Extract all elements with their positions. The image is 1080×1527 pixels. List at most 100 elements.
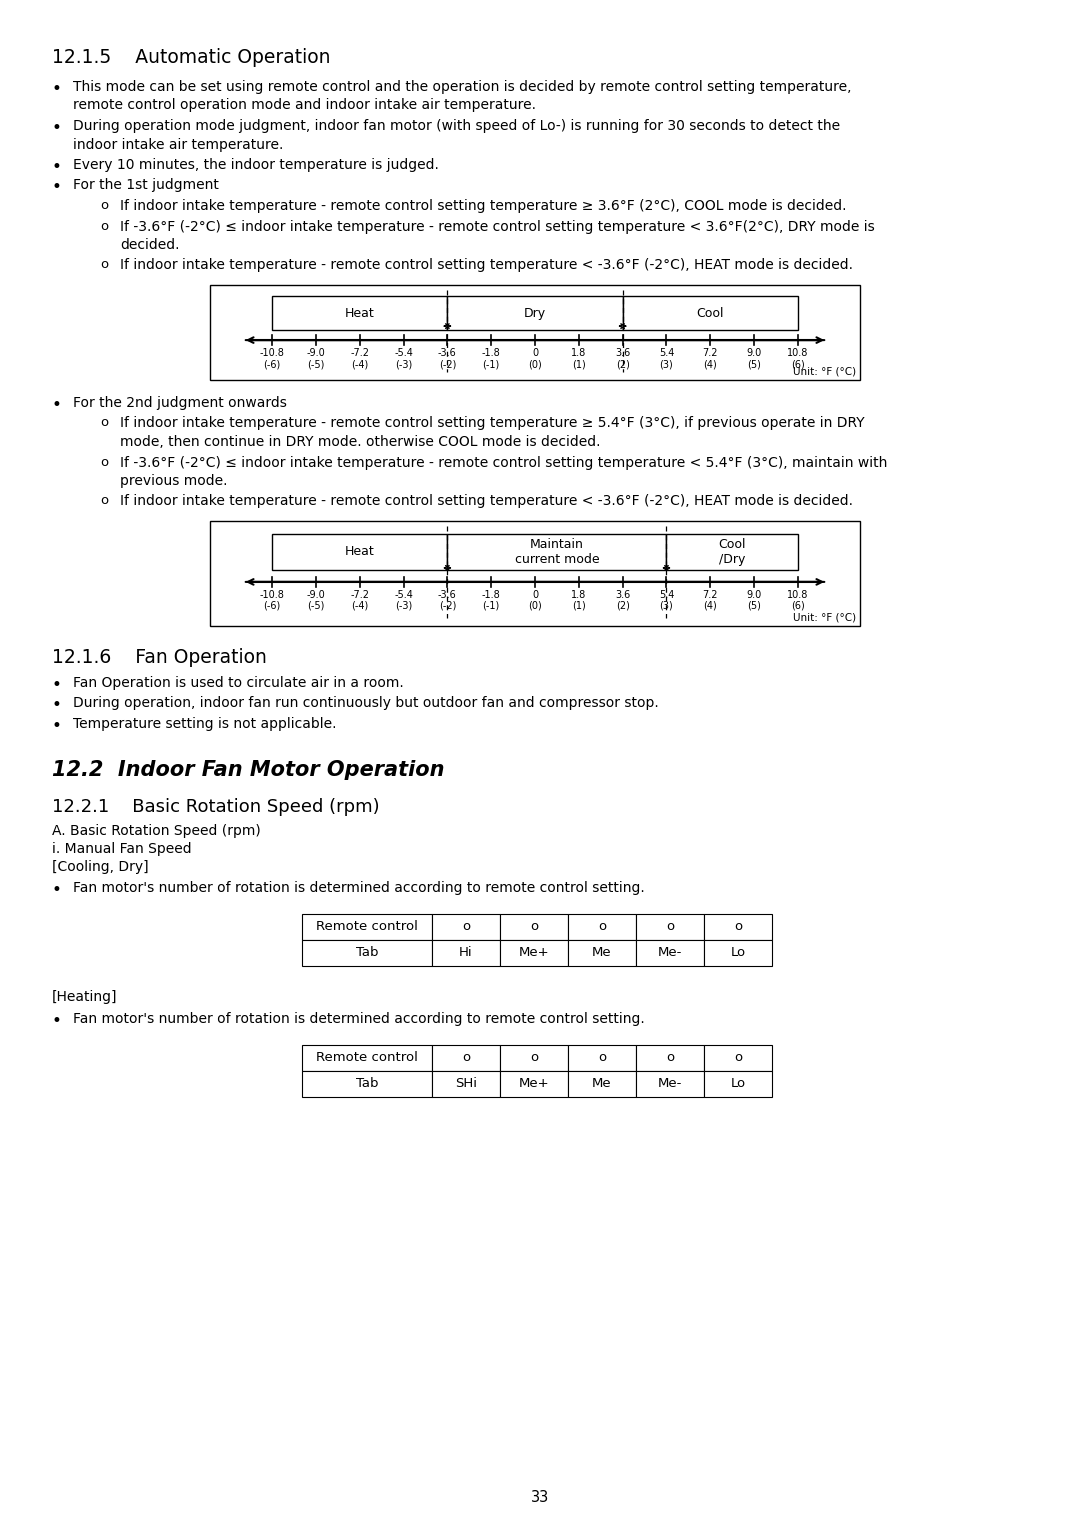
Text: -10.8: -10.8 [259, 589, 284, 600]
Text: Dry: Dry [524, 307, 546, 319]
Text: o: o [100, 495, 108, 507]
Text: 9.0: 9.0 [746, 348, 761, 359]
Text: Me+: Me+ [518, 947, 550, 959]
Text: Remote control: Remote control [316, 919, 418, 933]
Bar [432, 1044, 500, 1070]
Bar [272, 533, 447, 571]
Text: o: o [734, 1051, 742, 1064]
Text: o: o [100, 417, 108, 429]
Text: -9.0: -9.0 [307, 589, 325, 600]
Text: (5): (5) [747, 602, 761, 611]
Text: If indoor intake temperature - remote control setting temperature < -3.6°F (-2°C: If indoor intake temperature - remote co… [120, 258, 853, 272]
Text: (5): (5) [747, 359, 761, 370]
Text: o: o [462, 1051, 470, 1064]
Text: (2): (2) [616, 359, 630, 370]
Text: Hi: Hi [459, 947, 473, 959]
Bar [704, 1044, 772, 1070]
Text: Lo: Lo [730, 947, 745, 959]
Text: (1): (1) [572, 602, 585, 611]
Text: -5.4: -5.4 [394, 589, 413, 600]
Text: 0: 0 [532, 589, 538, 600]
Text: -3.6: -3.6 [438, 589, 457, 600]
Text: Unit: °F (°C): Unit: °F (°C) [793, 366, 856, 377]
Text: (-2): (-2) [438, 602, 456, 611]
Bar [500, 1044, 568, 1070]
Text: -1.8: -1.8 [482, 589, 500, 600]
Text: If -3.6°F (-2°C) ≤ indoor intake temperature - remote control setting temperatur: If -3.6°F (-2°C) ≤ indoor intake tempera… [120, 455, 888, 469]
Text: -10.8: -10.8 [259, 348, 284, 359]
Text: During operation, indoor fan run continuously but outdoor fan and compressor sto: During operation, indoor fan run continu… [73, 696, 659, 710]
Text: (-2): (-2) [438, 359, 456, 370]
Text: (2): (2) [616, 602, 630, 611]
Text: mode, then continue in DRY mode. otherwise COOL mode is decided.: mode, then continue in DRY mode. otherwi… [120, 435, 600, 449]
Bar [704, 1070, 772, 1096]
Text: Every 10 minutes, the indoor temperature is judged.: Every 10 minutes, the indoor temperature… [73, 157, 438, 173]
Text: Fan Operation is used to circulate air in a room.: Fan Operation is used to circulate air i… [73, 676, 404, 690]
Text: Unit: °F (°C): Unit: °F (°C) [793, 612, 856, 623]
Text: o: o [530, 919, 538, 933]
Text: •: • [52, 1012, 62, 1031]
Text: (-5): (-5) [307, 359, 325, 370]
Text: Maintain
current mode: Maintain current mode [514, 538, 599, 567]
Text: Me-: Me- [658, 1077, 683, 1090]
Text: If -3.6°F (-2°C) ≤ indoor intake temperature - remote control setting temperatur: If -3.6°F (-2°C) ≤ indoor intake tempera… [120, 220, 875, 234]
Bar [568, 939, 636, 965]
Text: 7.2: 7.2 [702, 348, 718, 359]
Text: •: • [52, 696, 62, 715]
Text: (-6): (-6) [264, 359, 281, 370]
Text: i. Manual Fan Speed: i. Manual Fan Speed [52, 841, 191, 857]
Bar [704, 939, 772, 965]
Text: 0: 0 [532, 348, 538, 359]
Text: 10.8: 10.8 [787, 589, 809, 600]
Text: 12.1.6    Fan Operation: 12.1.6 Fan Operation [52, 647, 267, 667]
Text: [Cooling, Dry]: [Cooling, Dry] [52, 861, 149, 875]
Text: -7.2: -7.2 [350, 348, 369, 359]
Text: •: • [52, 119, 62, 137]
Text: Me+: Me+ [518, 1077, 550, 1090]
Text: (0): (0) [528, 602, 542, 611]
Text: (-3): (-3) [395, 359, 413, 370]
Text: (6): (6) [791, 602, 805, 611]
Bar [636, 913, 704, 939]
Text: For the 1st judgment: For the 1st judgment [73, 179, 219, 192]
Bar [568, 1044, 636, 1070]
Text: o: o [462, 919, 470, 933]
Text: o: o [666, 919, 674, 933]
Bar [447, 533, 666, 571]
Text: 12.2  Indoor Fan Motor Operation: 12.2 Indoor Fan Motor Operation [52, 759, 445, 779]
Text: -3.6: -3.6 [438, 348, 457, 359]
Text: 3.6: 3.6 [615, 589, 631, 600]
Bar [636, 939, 704, 965]
Text: Heat: Heat [345, 545, 375, 559]
Text: (-1): (-1) [483, 602, 500, 611]
Text: Fan motor's number of rotation is determined according to remote control setting: Fan motor's number of rotation is determ… [73, 881, 645, 895]
Text: (-4): (-4) [351, 602, 368, 611]
Text: -5.4: -5.4 [394, 348, 413, 359]
Text: •: • [52, 718, 62, 734]
Bar [500, 1070, 568, 1096]
Text: •: • [52, 79, 62, 98]
Bar [272, 296, 447, 330]
Text: o: o [100, 455, 108, 469]
Text: (-5): (-5) [307, 602, 325, 611]
Text: •: • [52, 881, 62, 899]
Text: o: o [530, 1051, 538, 1064]
Text: •: • [52, 157, 62, 176]
Bar [432, 1070, 500, 1096]
Text: -7.2: -7.2 [350, 589, 369, 600]
Text: 3.6: 3.6 [615, 348, 631, 359]
Bar [500, 913, 568, 939]
Text: 1.8: 1.8 [571, 589, 586, 600]
Bar [500, 939, 568, 965]
Text: Me: Me [592, 1077, 611, 1090]
Text: (-6): (-6) [264, 602, 281, 611]
Text: 7.2: 7.2 [702, 589, 718, 600]
Text: (3): (3) [660, 359, 673, 370]
Text: •: • [52, 676, 62, 693]
Bar [666, 533, 798, 571]
Bar [302, 1044, 432, 1070]
Text: 12.1.5    Automatic Operation: 12.1.5 Automatic Operation [52, 47, 330, 67]
Text: For the 2nd judgment onwards: For the 2nd judgment onwards [73, 395, 287, 411]
Text: (-1): (-1) [483, 359, 500, 370]
Text: decided.: decided. [120, 238, 179, 252]
